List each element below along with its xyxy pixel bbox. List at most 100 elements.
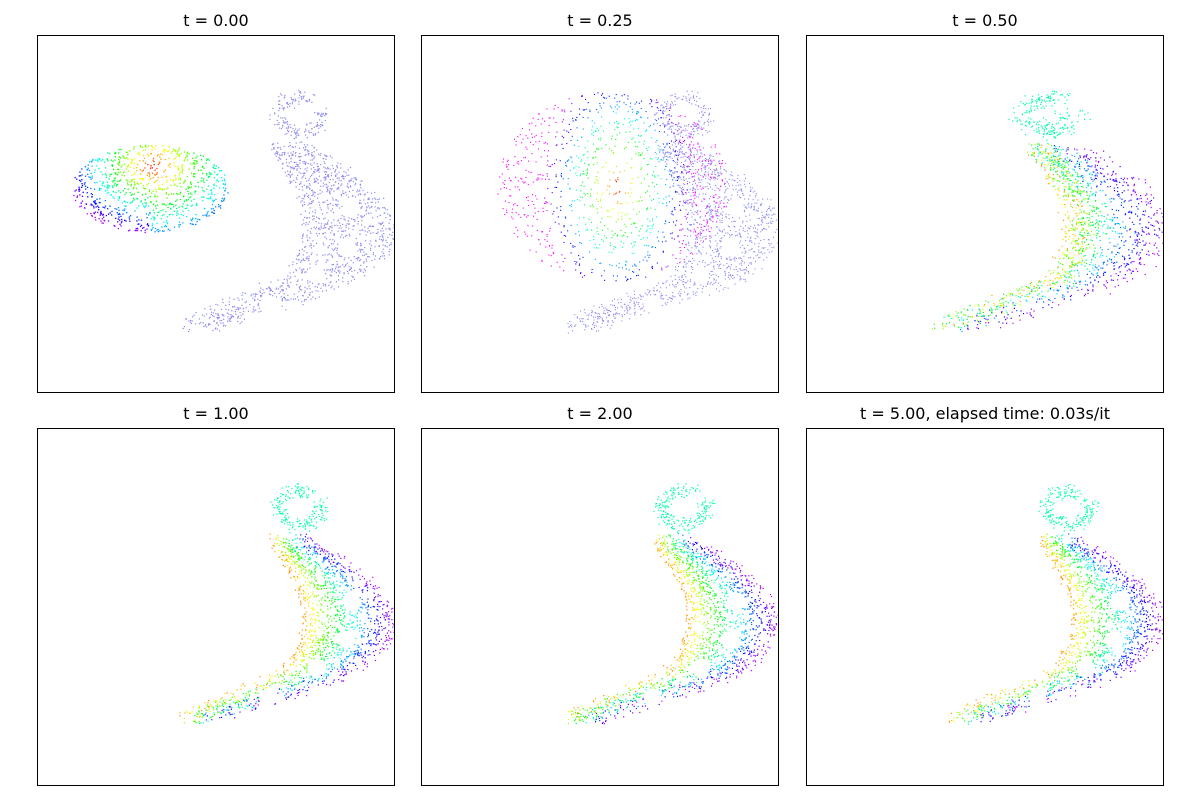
- source-point: [678, 141, 680, 143]
- target-point: [659, 145, 661, 147]
- source-point: [535, 141, 537, 143]
- target-point: [277, 146, 279, 149]
- source-point: [575, 233, 577, 235]
- target-point: [762, 229, 764, 231]
- source-point: [622, 123, 624, 125]
- target-point: [728, 272, 730, 274]
- target-point: [683, 261, 685, 263]
- target-point: [681, 146, 683, 148]
- target-point: [339, 270, 341, 272]
- target-point: [287, 285, 289, 287]
- source-point: [699, 223, 701, 225]
- mapped-point: [1071, 126, 1073, 128]
- target-point: [605, 307, 607, 309]
- target-point: [744, 279, 746, 281]
- source-point: [137, 191, 139, 193]
- target-point: [719, 247, 721, 249]
- target-point: [736, 194, 738, 196]
- source-point: [190, 192, 192, 194]
- target-point: [316, 242, 318, 244]
- target-point: [698, 243, 700, 245]
- target-point: [245, 307, 247, 309]
- target-point: [382, 221, 384, 223]
- target-point: [662, 123, 664, 125]
- target-point: [314, 298, 316, 300]
- target-point: [348, 269, 350, 271]
- target-point: [705, 158, 707, 160]
- target-point: [285, 127, 287, 129]
- source-point: [513, 232, 515, 234]
- target-point: [718, 188, 720, 190]
- source-point: [182, 214, 184, 217]
- source-point: [538, 113, 540, 115]
- target-point: [742, 230, 744, 232]
- source-point: [148, 172, 150, 174]
- target-point: [352, 181, 354, 183]
- target-point: [343, 272, 345, 274]
- target-point: [711, 171, 713, 173]
- source-point: [688, 155, 690, 157]
- target-point: [304, 154, 306, 156]
- mapped-point: [1141, 227, 1143, 229]
- target-point: [667, 156, 669, 158]
- source-point: [586, 172, 588, 174]
- target-point: [314, 212, 316, 214]
- source-point: [596, 147, 598, 149]
- target-point: [328, 174, 330, 176]
- source-point: [674, 191, 676, 193]
- target-point: [713, 176, 715, 178]
- target-point: [597, 318, 599, 320]
- source-point: [157, 176, 159, 179]
- target-point: [602, 320, 604, 322]
- target-point: [347, 272, 349, 274]
- target-point: [696, 291, 698, 293]
- target-point: [717, 276, 719, 278]
- source-point: [102, 206, 104, 208]
- target-point: [762, 222, 764, 224]
- target-point: [295, 133, 297, 135]
- target-point: [340, 255, 342, 257]
- target-point: [688, 98, 690, 100]
- target-point: [282, 107, 284, 109]
- source-point: [561, 109, 563, 111]
- target-point: [223, 324, 225, 326]
- source-point: [645, 230, 647, 232]
- target-point: [361, 180, 363, 182]
- target-point: [384, 212, 386, 214]
- source-point: [155, 200, 158, 202]
- target-point: [328, 181, 330, 184]
- source-point: [154, 196, 156, 198]
- source-point: [616, 275, 618, 277]
- source-point: [632, 120, 634, 122]
- source-point: [699, 185, 701, 187]
- target-point: [773, 246, 775, 248]
- target-point: [308, 194, 310, 196]
- source-point: [139, 225, 142, 228]
- target-point: [754, 237, 756, 239]
- source-point: [701, 165, 703, 167]
- source-point: [646, 209, 648, 211]
- source-point: [669, 109, 671, 111]
- target-point: [682, 166, 684, 168]
- target-point: [729, 256, 731, 258]
- source-point: [541, 259, 543, 261]
- source-point: [132, 187, 135, 190]
- target-point: [658, 151, 660, 153]
- source-point: [142, 203, 144, 205]
- target-point: [272, 295, 274, 297]
- target-point: [328, 284, 330, 286]
- source-point: [578, 231, 580, 233]
- target-point: [348, 181, 350, 183]
- source-point: [524, 156, 526, 158]
- target-point: [360, 207, 362, 209]
- target-point: [328, 245, 330, 247]
- target-point: [376, 207, 378, 209]
- source-point: [167, 164, 170, 167]
- target-point: [772, 220, 774, 222]
- target-point: [311, 101, 313, 103]
- source-point: [630, 124, 632, 126]
- target-point: [311, 195, 313, 197]
- target-point: [702, 193, 704, 195]
- target-point: [692, 258, 694, 260]
- source-point: [619, 190, 621, 192]
